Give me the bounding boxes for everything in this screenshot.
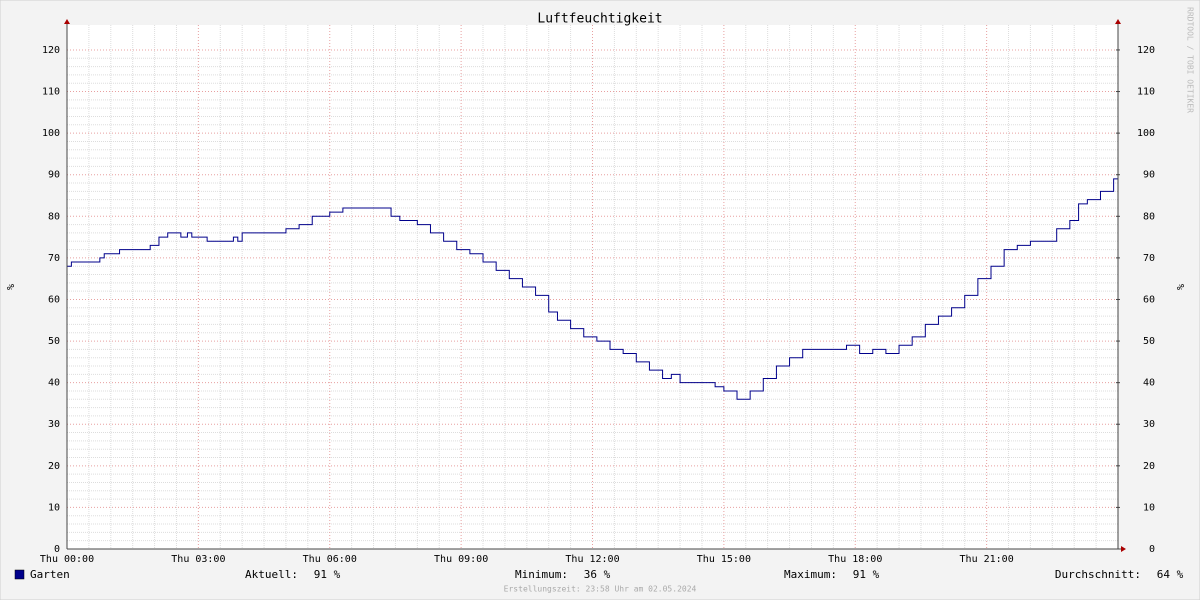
y2-tick-label: 100 xyxy=(1137,128,1155,139)
stat-label: Maximum: xyxy=(784,568,837,581)
y-tick-label: 100 xyxy=(42,128,60,139)
x-tick-label: Thu 09:00 xyxy=(434,554,488,565)
data-line xyxy=(67,170,1119,400)
y2-tick-label: 50 xyxy=(1143,336,1155,347)
y2-tick-label: 110 xyxy=(1137,87,1155,98)
y-tick-label: 10 xyxy=(48,502,60,513)
y-tick-label: 0 xyxy=(54,544,60,555)
x-tick-label: Thu 12:00 xyxy=(565,554,619,565)
footer: Erstellungszeit: 23:58 Uhr am 02.05.2024 xyxy=(504,585,697,594)
y2-tick-label: 70 xyxy=(1143,253,1155,264)
watermark: RRDTOOL / TOBI OETIKER xyxy=(1186,7,1195,113)
y2-tick-label: 80 xyxy=(1143,211,1155,222)
axes xyxy=(64,19,1126,552)
y-tick-label: 110 xyxy=(42,87,60,98)
chart-title: Luftfeuchtigkeit xyxy=(537,12,662,27)
x-tick-label: Thu 15:00 xyxy=(697,554,751,565)
y-tick-label: 30 xyxy=(48,419,60,430)
y2-axis-label: % xyxy=(1174,284,1185,290)
y2-tick-label: 40 xyxy=(1143,378,1155,389)
stat-value: 64 % xyxy=(1157,568,1184,581)
y-tick-label: 90 xyxy=(48,170,60,181)
x-tick-label: Thu 03:00 xyxy=(171,554,225,565)
y-tick-label: 60 xyxy=(48,294,60,305)
y2-tick-label: 120 xyxy=(1137,45,1155,56)
x-tick-label: Thu 06:00 xyxy=(303,554,357,565)
x-tick-label: Thu 00:00 xyxy=(40,554,94,565)
legend-swatch xyxy=(14,569,25,580)
y2-tick-label: 90 xyxy=(1143,170,1155,181)
stat-value: 36 % xyxy=(584,568,611,581)
y-tick-label: 120 xyxy=(42,45,60,56)
stat-label: Durchschnitt: xyxy=(1055,568,1141,581)
y2-tick-label: 60 xyxy=(1143,294,1155,305)
stat-value: 91 % xyxy=(314,568,341,581)
legend: Garten Aktuell: 91 % Minimum: 36 % Maximum: 91… xyxy=(14,568,1184,581)
legend-label: Garten xyxy=(30,568,70,581)
y2-tick-label: 0 xyxy=(1149,544,1155,555)
axis-arrow xyxy=(64,19,70,24)
axis-arrow xyxy=(1121,546,1126,552)
y2-tick-label: 30 xyxy=(1143,419,1155,430)
stat-label: Aktuell: xyxy=(245,568,298,581)
marks xyxy=(67,170,1119,400)
y-tick-label: 70 xyxy=(48,253,60,264)
y-tick-label: 80 xyxy=(48,211,60,222)
y-tick-label: 40 xyxy=(48,378,60,389)
grid xyxy=(66,25,1118,550)
axis-arrow xyxy=(1115,19,1121,24)
stat-label: Minimum: xyxy=(515,568,568,581)
y-tick-label: 50 xyxy=(48,336,60,347)
y2-tick-label: 20 xyxy=(1143,461,1155,472)
y-tick-label: 20 xyxy=(48,461,60,472)
stat-value: 91 % xyxy=(853,568,880,581)
y2-tick-label: 10 xyxy=(1143,502,1155,513)
x-tick-label: Thu 18:00 xyxy=(828,554,882,565)
x-tick-label: Thu 21:00 xyxy=(960,554,1014,565)
y-axis-label: % xyxy=(4,284,15,290)
